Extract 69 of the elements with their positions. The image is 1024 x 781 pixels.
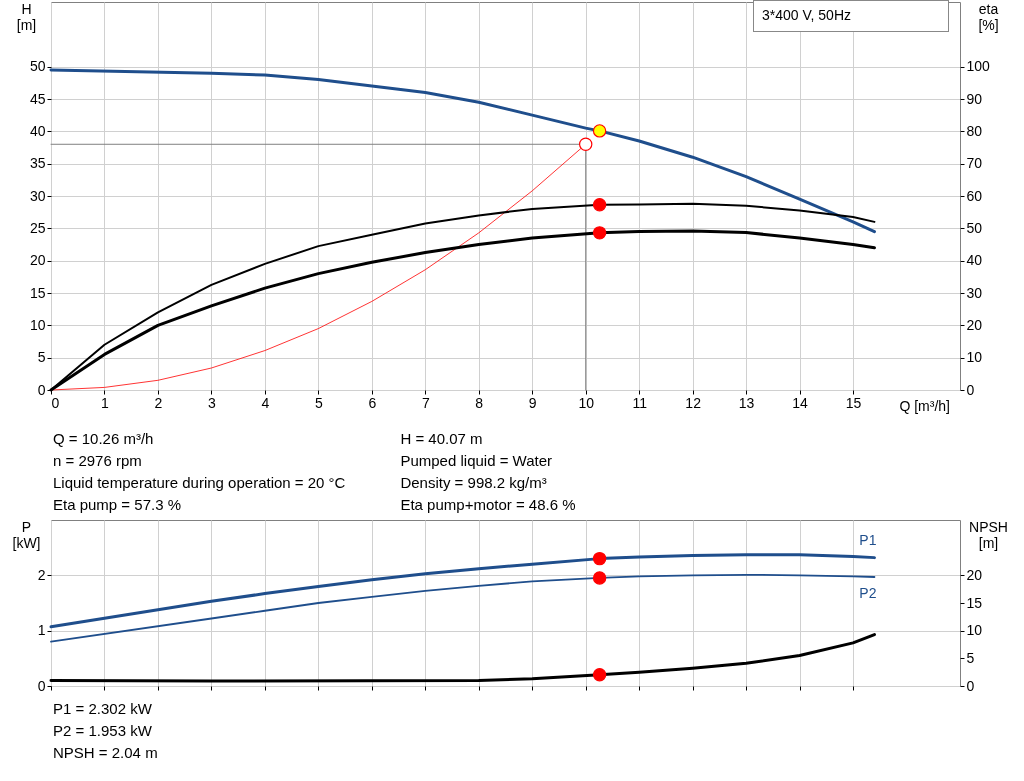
text: P2 = 1.953 kW xyxy=(53,721,153,741)
y-axis-title: P [kW] xyxy=(12,518,41,551)
y2-tick-label: 40 xyxy=(966,252,983,269)
y2-tick-label: 80 xyxy=(966,122,983,139)
x-tick-label: 5 xyxy=(314,394,323,411)
info-box: 3*400 V, 50Hz xyxy=(753,0,949,32)
x-tick-label: 4 xyxy=(261,394,270,411)
y2-axis-title: eta [%] xyxy=(978,0,999,33)
x-tick-label: 13 xyxy=(738,394,755,411)
x-tick-label: 3 xyxy=(208,394,217,411)
y-tick-label: 50 xyxy=(29,58,46,75)
y2-tick-label: 70 xyxy=(966,155,983,172)
y-tick-label: 0 xyxy=(37,381,46,398)
x-tick-label: 0 xyxy=(51,394,60,411)
y2-axis-title: NPSH [m] xyxy=(969,518,1008,551)
x-tick-label: 9 xyxy=(528,394,537,411)
y-tick-label: 25 xyxy=(29,219,46,236)
y2-tick-label: 0 xyxy=(966,381,975,398)
text: Eta pump+motor = 48.6 % xyxy=(400,495,576,515)
text: Eta pump = 57.3 % xyxy=(53,495,182,515)
y2-tick-label: 10 xyxy=(966,622,983,639)
text: Liquid temperature during operation = 20 °C xyxy=(53,473,346,493)
line-series xyxy=(49,633,876,683)
text: Density = 998.2 kg/m³ xyxy=(400,473,548,493)
x-axis-title: Q [m³/h] xyxy=(899,398,950,414)
text: P1 = 2.302 kW xyxy=(53,699,153,719)
text: Pumped liquid = Water xyxy=(400,451,554,471)
y2-tick-label: 50 xyxy=(966,219,983,236)
y-tick-label: 1 xyxy=(37,622,46,639)
y2-tick-label: 60 xyxy=(966,187,983,204)
y2-tick-label: 100 xyxy=(966,58,991,75)
x-tick-label: 7 xyxy=(421,394,430,411)
y-tick-label: 35 xyxy=(29,155,46,172)
x-tick-label: 10 xyxy=(578,394,595,411)
y2-tick-label: 30 xyxy=(966,284,983,301)
x-tick-label: 1 xyxy=(101,394,110,411)
x-tick-label: 2 xyxy=(154,394,163,411)
y2-tick-label: 20 xyxy=(966,316,983,333)
y-tick-label: 30 xyxy=(29,187,46,204)
y-tick-label: 0 xyxy=(37,677,46,694)
x-tick-label: 12 xyxy=(685,394,702,411)
y2-tick-label: 90 xyxy=(966,90,983,107)
y-tick-label: 5 xyxy=(37,349,46,366)
y2-tick-label: 0 xyxy=(966,677,975,694)
y-tick-label: 40 xyxy=(29,122,46,139)
x-tick-label: 14 xyxy=(792,394,809,411)
y-tick-label: 2 xyxy=(37,566,46,583)
x-tick-label: 11 xyxy=(632,394,648,411)
y-axis-title: H [m] xyxy=(16,0,37,33)
x-tick-label: 8 xyxy=(475,394,484,411)
x-tick-label: 6 xyxy=(368,394,377,411)
y-tick-label: 45 xyxy=(29,90,46,107)
y-tick-label: 15 xyxy=(29,284,46,301)
y-tick-label: 20 xyxy=(29,252,46,269)
line-series xyxy=(49,553,876,629)
text: n = 2976 rpm xyxy=(53,451,143,471)
series-label: P2 xyxy=(859,584,877,601)
y2-tick-label: 20 xyxy=(966,566,983,583)
y-tick-label: 10 xyxy=(29,316,46,333)
y2-tick-label: 10 xyxy=(966,349,983,366)
y2-tick-label: 5 xyxy=(966,649,975,666)
x-tick-label: 15 xyxy=(845,394,862,411)
text: NPSH = 2.04 m xyxy=(53,743,158,763)
text: H = 40.07 m xyxy=(400,429,484,449)
text: Q = 10.26 m³/h xyxy=(53,429,155,449)
line-series xyxy=(49,68,876,234)
y2-tick-label: 15 xyxy=(966,594,983,611)
line-series xyxy=(50,573,876,643)
series-label: P1 xyxy=(859,531,877,548)
